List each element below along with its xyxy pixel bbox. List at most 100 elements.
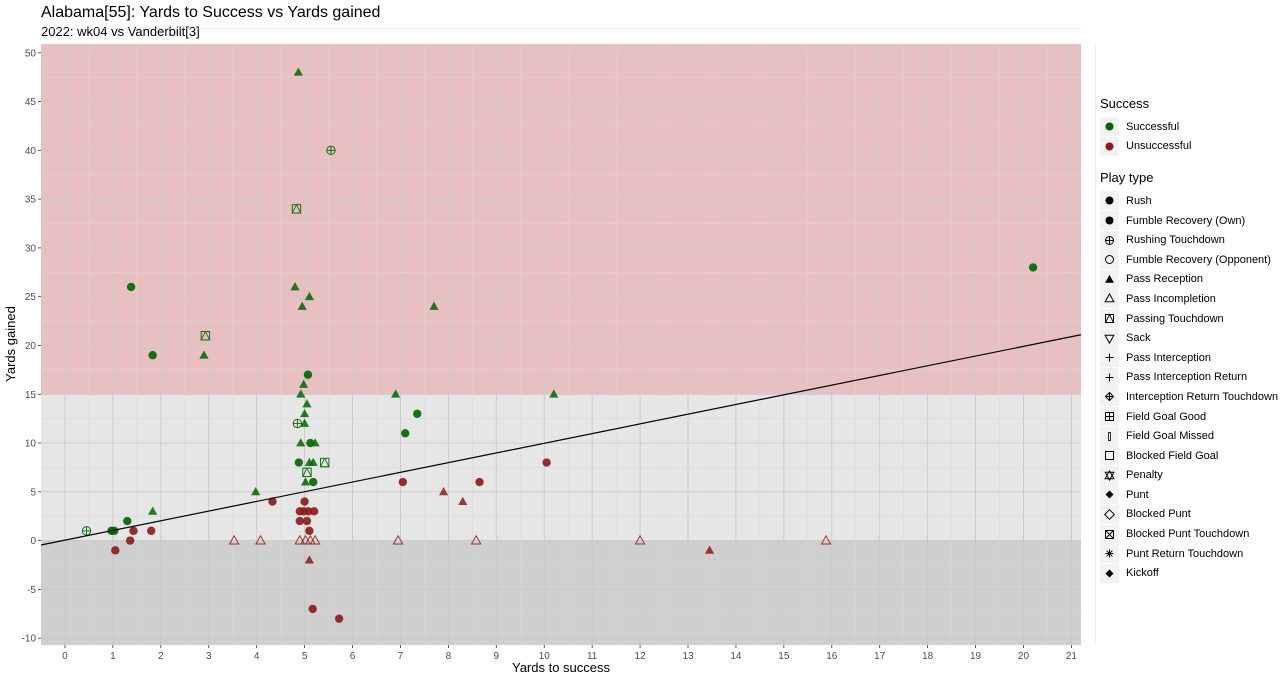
data-point-9 xyxy=(200,330,211,341)
data-point-2 xyxy=(291,203,302,214)
legend-item-label: Blocked Punt Touchdown xyxy=(1126,528,1250,541)
legend-item: Pass Reception xyxy=(1100,269,1278,290)
legend-symbol xyxy=(1104,334,1115,344)
x-tick-label: 16 xyxy=(826,651,838,662)
data-point-28 xyxy=(308,457,318,466)
y-tick-label: 5 xyxy=(30,487,36,498)
legend-item-label: Field Goal Missed xyxy=(1126,430,1215,443)
data-point-7 xyxy=(297,301,307,310)
legend-key-icon xyxy=(1100,367,1119,387)
y-tick-label: 45 xyxy=(25,97,37,108)
legend-item: Rush xyxy=(1100,191,1278,211)
legend-item: Kickoff xyxy=(1100,563,1278,583)
legend-symbol xyxy=(1105,196,1114,205)
legend-item: Blocked Field Goal xyxy=(1100,446,1278,466)
legend-item: Fumble Recovery (Opponent) xyxy=(1100,250,1278,270)
legend-key-icon xyxy=(1100,117,1119,137)
legend-symbol xyxy=(1104,293,1115,303)
x-tick-label: 19 xyxy=(970,651,982,662)
legend-item-label: Punt Return Touchdown xyxy=(1126,547,1244,560)
legend-item: Field Goal Good xyxy=(1100,407,1278,427)
legend-key-icon xyxy=(1100,387,1119,407)
legend-item-label: Pass Reception xyxy=(1126,273,1204,286)
legend-item-label: Pass Interception Return xyxy=(1126,371,1248,384)
data-point-19 xyxy=(413,409,422,418)
legend-symbol xyxy=(1105,549,1114,558)
legend-item-label: Blocked Punt xyxy=(1126,508,1191,521)
legend-symbol xyxy=(1103,508,1116,520)
data-point-32 xyxy=(309,477,318,487)
data-point-70 xyxy=(334,614,344,623)
legend-key-icon xyxy=(1100,211,1119,231)
legend: Success Successful Unsuccessful Play type… xyxy=(1100,96,1278,597)
legend-symbol xyxy=(1105,353,1114,362)
data-point-66 xyxy=(820,534,832,545)
legend-key-icon xyxy=(1100,563,1119,583)
x-tick-label: 18 xyxy=(922,651,934,662)
data-point-16 xyxy=(549,389,559,398)
data-point-39 xyxy=(542,458,551,467)
legend-item-label: Pass Incompletion xyxy=(1126,292,1216,305)
y-tick-label: 25 xyxy=(25,292,37,303)
x-tick-label: 6 xyxy=(350,651,356,662)
x-tick-label: 17 xyxy=(874,651,886,662)
legend-play-type: Play type Rush Fumble Recovery (Own) Rushi… xyxy=(1100,170,1278,583)
legend-play-type-title: Play type xyxy=(1100,170,1154,186)
data-point-30 xyxy=(302,467,312,478)
data-point-40 xyxy=(398,477,408,487)
legend-key-icon xyxy=(1100,426,1119,446)
data-point-14 xyxy=(296,389,306,398)
y-tick-label: -5 xyxy=(27,585,36,596)
x-tick-label: 12 xyxy=(635,651,647,662)
data-point-67 xyxy=(304,555,314,564)
legend-item-label: Fumble Recovery (Own) xyxy=(1126,214,1246,227)
data-point-51 xyxy=(302,516,312,526)
data-point-52 xyxy=(305,526,314,536)
legend-key-icon xyxy=(1100,485,1119,505)
legend-item: Field Goal Missed xyxy=(1100,426,1278,446)
legend-key-icon xyxy=(1100,269,1119,289)
legend-item-label: Kickoff xyxy=(1126,567,1159,580)
chart-subtitle: 2022: wk04 vs Vanderbilt[3] xyxy=(41,24,200,39)
data-point-58 xyxy=(255,534,266,545)
data-point-10 xyxy=(199,350,209,359)
legend-key-icon xyxy=(1100,309,1119,329)
data-point-35 xyxy=(123,516,132,526)
data-point-38 xyxy=(81,526,92,536)
x-tick-label: 3 xyxy=(206,651,212,662)
data-point-26 xyxy=(294,458,304,467)
legend-symbol xyxy=(1105,142,1114,151)
data-point-34 xyxy=(148,506,158,515)
legend-item: Blocked Punt xyxy=(1100,504,1278,525)
data-point-3 xyxy=(1028,263,1038,272)
data-point-68 xyxy=(704,545,715,554)
chart-title: Alabama[55]: Yards to Success vs Yards g… xyxy=(41,4,381,21)
data-point-48 xyxy=(304,507,313,516)
x-axis-ticks: 0 1 2 3 4 5 6 7 8 9 10 11 12 13 14 15 16 17 18 19 20 21 xyxy=(62,645,1077,662)
legend-symbol xyxy=(1105,122,1114,131)
data-point-55 xyxy=(125,536,135,545)
x-tick-label: 13 xyxy=(682,651,694,662)
data-point-4 xyxy=(126,282,136,292)
data-point-49 xyxy=(309,507,319,516)
x-tick-label: 0 xyxy=(62,651,68,662)
legend-symbol xyxy=(1105,274,1114,283)
data-point-25 xyxy=(310,438,320,447)
legend-symbol xyxy=(1104,392,1115,402)
legend-item: Pass Incompletion xyxy=(1100,289,1278,309)
x-tick-label: 11 xyxy=(587,651,598,662)
y-tick-label: 10 xyxy=(25,439,37,450)
legend-symbol xyxy=(1105,373,1114,382)
legend-key-icon xyxy=(1100,524,1119,544)
legend-item-label: Interception Return Touchdown xyxy=(1126,390,1279,403)
legend-symbol xyxy=(1104,469,1115,481)
grid-lines xyxy=(41,28,1096,645)
x-tick-label: 8 xyxy=(446,651,452,662)
legend-symbol xyxy=(1105,490,1114,499)
trend-line xyxy=(40,334,1082,546)
legend-item: Sack xyxy=(1100,328,1278,348)
data-point-20 xyxy=(292,418,303,429)
legend-key-icon xyxy=(1100,407,1119,427)
data-point-50 xyxy=(295,516,305,526)
